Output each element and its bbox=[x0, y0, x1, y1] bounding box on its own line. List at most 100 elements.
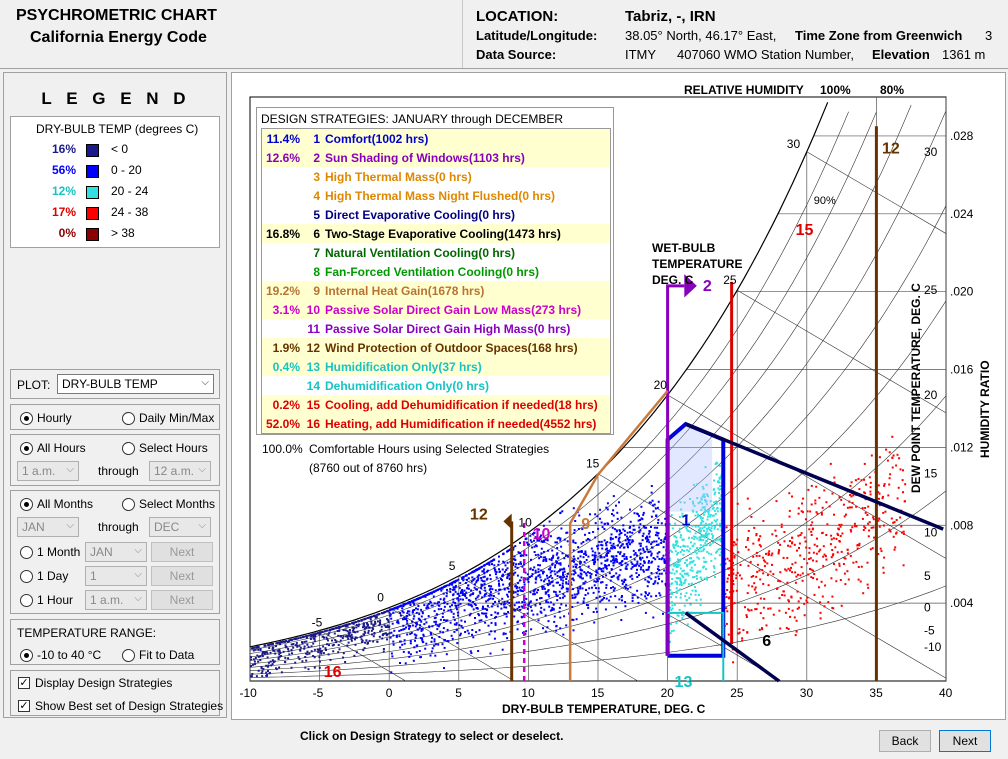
hourly-radio[interactable] bbox=[20, 412, 33, 425]
one-month-radio[interactable] bbox=[20, 546, 33, 559]
hour-from-select[interactable]: 1 a.m. ⌵ bbox=[17, 461, 79, 481]
strategy-item-12[interactable]: 1.9% 12 Wind Protection of Outdoor Spaces(… bbox=[262, 338, 610, 357]
strategy-item-4[interactable]: 4 High Thermal Mass Night Flushed(0 hrs) bbox=[262, 186, 610, 205]
strategy-item-1[interactable]: 11.4% 1 Comfort(1002 hrs) bbox=[262, 129, 610, 148]
data-point bbox=[696, 497, 699, 500]
data-point bbox=[306, 635, 309, 637]
data-point bbox=[669, 564, 672, 567]
data-point bbox=[412, 599, 415, 602]
show-best-label[interactable]: Show Best set of Design Strategies bbox=[35, 699, 224, 713]
data-point bbox=[548, 605, 551, 608]
strategy-item-3[interactable]: 3 High Thermal Mass(0 hrs) bbox=[262, 167, 610, 186]
one-day-select[interactable]: 1 ⌵ bbox=[85, 566, 147, 586]
data-point bbox=[827, 601, 830, 604]
data-point bbox=[714, 576, 716, 578]
strategy-item-7[interactable]: 7 Natural Ventilation Cooling(0 hrs) bbox=[262, 243, 610, 262]
data-point bbox=[870, 526, 873, 529]
data-point bbox=[694, 514, 697, 517]
data-point bbox=[580, 550, 583, 553]
data-point bbox=[272, 646, 275, 649]
data-point bbox=[900, 525, 903, 528]
strategy-item-14[interactable]: 14 Dehumidification Only(0 hrs) bbox=[262, 376, 610, 395]
one-hour-label[interactable]: 1 Hour bbox=[37, 593, 74, 607]
data-point bbox=[506, 587, 509, 590]
data-point bbox=[518, 586, 521, 589]
one-month-next-button[interactable]: Next bbox=[151, 542, 213, 562]
one-day-radio[interactable] bbox=[20, 570, 33, 583]
data-point bbox=[709, 515, 712, 518]
data-point bbox=[399, 604, 402, 607]
hour-to-select[interactable]: 12 a.m. ⌵ bbox=[149, 461, 211, 481]
one-day-label[interactable]: 1 Day bbox=[37, 569, 69, 583]
month-from-select[interactable]: JAN ⌵ bbox=[17, 517, 79, 537]
plot-select[interactable]: DRY-BULB TEMP ⌵ bbox=[57, 374, 214, 394]
zone-label-6: 6 bbox=[762, 633, 771, 650]
month-to-select[interactable]: DEC ⌵ bbox=[149, 517, 211, 537]
strategy-item-8[interactable]: 8 Fan-Forced Ventilation Cooling(0 hrs) bbox=[262, 262, 610, 281]
strategy-item-2[interactable]: 12.6% 2 Sun Shading of Windows(1103 hrs) bbox=[262, 148, 610, 167]
data-point bbox=[529, 600, 532, 603]
one-month-label[interactable]: 1 Month bbox=[37, 545, 81, 559]
display-strategies-checkbox[interactable]: ✓ bbox=[18, 677, 30, 689]
select-hours-label[interactable]: Select Hours bbox=[139, 441, 208, 455]
show-best-checkbox[interactable]: ✓ bbox=[18, 700, 30, 712]
data-point bbox=[442, 592, 445, 595]
daily-radio[interactable] bbox=[122, 412, 135, 425]
strategy-item-15[interactable]: 0.2% 15 Cooling, add Dehumidification if n… bbox=[262, 395, 610, 414]
strategy-item-16[interactable]: 52.0% 16 Heating, add Humidification if ne… bbox=[262, 414, 610, 433]
psychrometric-chart[interactable]: .004.008.012.016.020.024.028-10 -5 0 5 10 15 2… bbox=[232, 73, 1005, 719]
data-point bbox=[671, 550, 674, 553]
data-point bbox=[370, 622, 373, 625]
data-point bbox=[398, 605, 401, 608]
data-point bbox=[561, 576, 564, 579]
data-point bbox=[559, 597, 562, 600]
data-point bbox=[597, 590, 600, 593]
select-months-radio[interactable] bbox=[122, 498, 135, 511]
all-months-radio[interactable] bbox=[20, 498, 33, 511]
data-point bbox=[314, 635, 317, 638]
data-point bbox=[310, 650, 313, 653]
data-point bbox=[417, 597, 420, 600]
one-hour-radio[interactable] bbox=[20, 594, 33, 607]
data-point bbox=[554, 564, 557, 567]
header-divider bbox=[462, 0, 463, 68]
one-day-next-button[interactable]: Next bbox=[151, 566, 213, 586]
fit-label[interactable]: Fit to Data bbox=[139, 648, 195, 662]
fit-radio[interactable] bbox=[122, 649, 135, 662]
data-point bbox=[583, 552, 586, 555]
data-point bbox=[572, 569, 575, 572]
strategy-item-10[interactable]: 3.1% 10 Passive Solar Direct Gain Low Mass… bbox=[262, 300, 610, 319]
range-radio[interactable] bbox=[20, 649, 33, 662]
strategy-item-13[interactable]: 0.4% 13 Humidification Only(37 hrs) bbox=[262, 357, 610, 376]
data-point bbox=[800, 510, 803, 513]
select-hours-radio[interactable] bbox=[122, 442, 135, 455]
one-hour-select[interactable]: 1 a.m. ⌵ bbox=[85, 590, 147, 610]
strategy-item-9[interactable]: 19.2% 9 Internal Heat Gain(1678 hrs) bbox=[262, 281, 610, 300]
data-point bbox=[565, 531, 568, 534]
hourly-label[interactable]: Hourly bbox=[37, 411, 72, 425]
strategy-item-5[interactable]: 5 Direct Evaporative Cooling(0 hrs) bbox=[262, 205, 610, 224]
select-months-label[interactable]: Select Months bbox=[139, 497, 216, 511]
data-point bbox=[895, 519, 898, 521]
all-hours-label[interactable]: All Hours bbox=[37, 441, 86, 455]
back-button[interactable]: Back bbox=[879, 730, 931, 752]
strategy-label: Passive Solar Direct Gain Low Mass(273 h… bbox=[325, 303, 582, 317]
data-point bbox=[429, 654, 432, 657]
strategy-item-11[interactable]: 11 Passive Solar Direct Gain High Mass(0 … bbox=[262, 319, 610, 338]
daily-label[interactable]: Daily Min/Max bbox=[139, 411, 215, 425]
data-point bbox=[708, 523, 711, 526]
one-hour-next-button[interactable]: Next bbox=[151, 590, 213, 610]
display-strategies-label[interactable]: Display Design Strategies bbox=[35, 676, 173, 690]
all-months-label[interactable]: All Months bbox=[37, 497, 94, 511]
data-point bbox=[618, 562, 621, 565]
strategy-item-6[interactable]: 16.8% 6 Two-Stage Evaporative Cooling(1473… bbox=[262, 224, 610, 243]
one-month-select[interactable]: JAN ⌵ bbox=[85, 542, 147, 562]
data-point bbox=[747, 529, 750, 532]
next-button[interactable]: Next bbox=[939, 730, 991, 752]
zone-label-12-high: 12 bbox=[882, 140, 900, 157]
range-label[interactable]: -10 to 40 °C bbox=[37, 648, 102, 662]
all-hours-radio[interactable] bbox=[20, 442, 33, 455]
data-point bbox=[600, 521, 603, 524]
data-point bbox=[307, 646, 310, 649]
data-point bbox=[601, 544, 604, 547]
